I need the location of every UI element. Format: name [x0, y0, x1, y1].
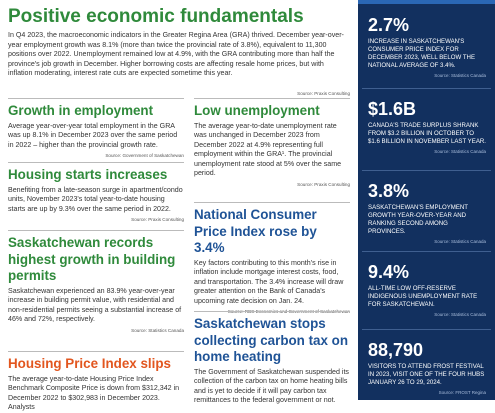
stat-source: Source: Statistics Canada — [434, 72, 486, 78]
sidebar-divider — [362, 170, 491, 171]
divider — [194, 98, 350, 99]
page-title: Positive economic fundamentals — [8, 6, 304, 27]
stat-block: 88,790 VISITORS TO ATTEND FROST FESTIVAL … — [368, 339, 486, 395]
section-body: Average year-over-year total employment … — [8, 121, 178, 149]
section-heading: Low unemployment — [194, 103, 320, 118]
divider — [8, 230, 184, 231]
page: Positive economic fundamentals In Q4 202… — [8, 0, 495, 412]
stat-block: 3.8% SASKATCHEWAN'S EMPLOYMENT GROWTH YEA… — [368, 180, 486, 244]
section-source: Source: Praxis Consulting — [297, 182, 350, 188]
stat-caption: INCREASE IN SASKATCHEWAN'S CONSUMER PRIC… — [368, 38, 476, 69]
article-section: Saskatchewan records highest growth in b… — [8, 230, 184, 333]
article-section: Growth in employment Average year-over-ye… — [8, 98, 184, 158]
article-section: National Consumer Price Index rose by 3.… — [194, 202, 350, 314]
stat-block: 2.7% INCREASE IN SASKATCHEWAN'S CONSUMER … — [368, 14, 486, 78]
sidebar-divider — [362, 329, 491, 330]
section-heading: Growth in employment — [8, 103, 154, 118]
divider — [8, 351, 184, 352]
section-source: Source: Government of Saskatchewan — [105, 153, 184, 159]
stat-caption: SASKATCHEWAN'S EMPLOYMENT GROWTH YEAR-OV… — [368, 204, 468, 235]
article-section: Low unemployment The average year-to-date… — [194, 98, 350, 187]
section-source: Source: Statistics Canada — [131, 327, 184, 333]
stat-caption: CANADA'S TRADE SURPLUS SHRANK FROM $3.2 … — [368, 122, 486, 145]
section-source: Source: Praxis Consulting — [131, 217, 184, 223]
stat-caption: VISITORS TO ATTEND FROST FESTIVAL IN 202… — [368, 363, 485, 386]
stat-value: 88,790 — [368, 340, 424, 360]
stat-block: $1.6B CANADA'S TRADE SURPLUS SHRANK FROM … — [368, 98, 486, 154]
section-body: Key factors contributing to this month's… — [194, 258, 344, 305]
stat-caption: ALL-TIME LOW OFF-RESERVE INDIGENOUS UNEM… — [368, 285, 478, 308]
divider — [8, 98, 184, 99]
stat-value: 9.4% — [368, 262, 410, 282]
divider — [8, 162, 184, 163]
article-section: Saskatchewan stops collecting carbon tax… — [194, 311, 350, 406]
sidebar-divider — [362, 88, 491, 89]
article-section: Housing Price Index slips The average yea… — [8, 351, 184, 413]
section-heading: Saskatchewan stops collecting carbon tax… — [194, 316, 349, 364]
stat-block: 9.4% ALL-TIME LOW OFF-RESERVE INDIGENOUS … — [368, 261, 486, 317]
section-heading: Housing Price Index slips — [8, 356, 171, 371]
divider — [194, 311, 350, 312]
section-body: Benefiting from a late-season surge in a… — [8, 185, 183, 213]
section-body: Saskatchewan experienced an 83.9% year-o… — [8, 286, 182, 324]
stat-value: 2.7% — [368, 15, 410, 35]
section-body: The average year-to-date unemployment ra… — [194, 121, 342, 178]
intro-text: In Q4 2023, the macroeconomic indicators… — [8, 31, 344, 78]
stat-source: Source: Statistics Canada — [434, 311, 486, 317]
section-heading: National Consumer Price Index rose by 3.… — [194, 207, 317, 255]
stat-source: Source: Statistics Canada — [434, 238, 486, 244]
stat-source: Source: FROST Regina — [438, 389, 486, 395]
stat-source: Source: Statistics Canada — [434, 148, 486, 154]
sidebar-top-strip — [358, 0, 495, 4]
section-heading: Housing starts increases — [8, 167, 168, 182]
sidebar-divider — [362, 251, 491, 252]
intro-source: Source: Praxis Consulting — [297, 91, 350, 96]
stat-value: 3.8% — [368, 181, 410, 201]
article-section: Housing starts increases Benefiting from … — [8, 162, 184, 222]
stat-value: $1.6B — [368, 99, 417, 119]
section-body: The Government of Saskatchewan suspended… — [194, 367, 349, 405]
section-heading: Saskatchewan records highest growth in b… — [8, 235, 176, 283]
divider — [194, 202, 350, 203]
section-body: The average year-to-date Housing Price I… — [8, 374, 180, 412]
sidebar — [358, 0, 495, 400]
